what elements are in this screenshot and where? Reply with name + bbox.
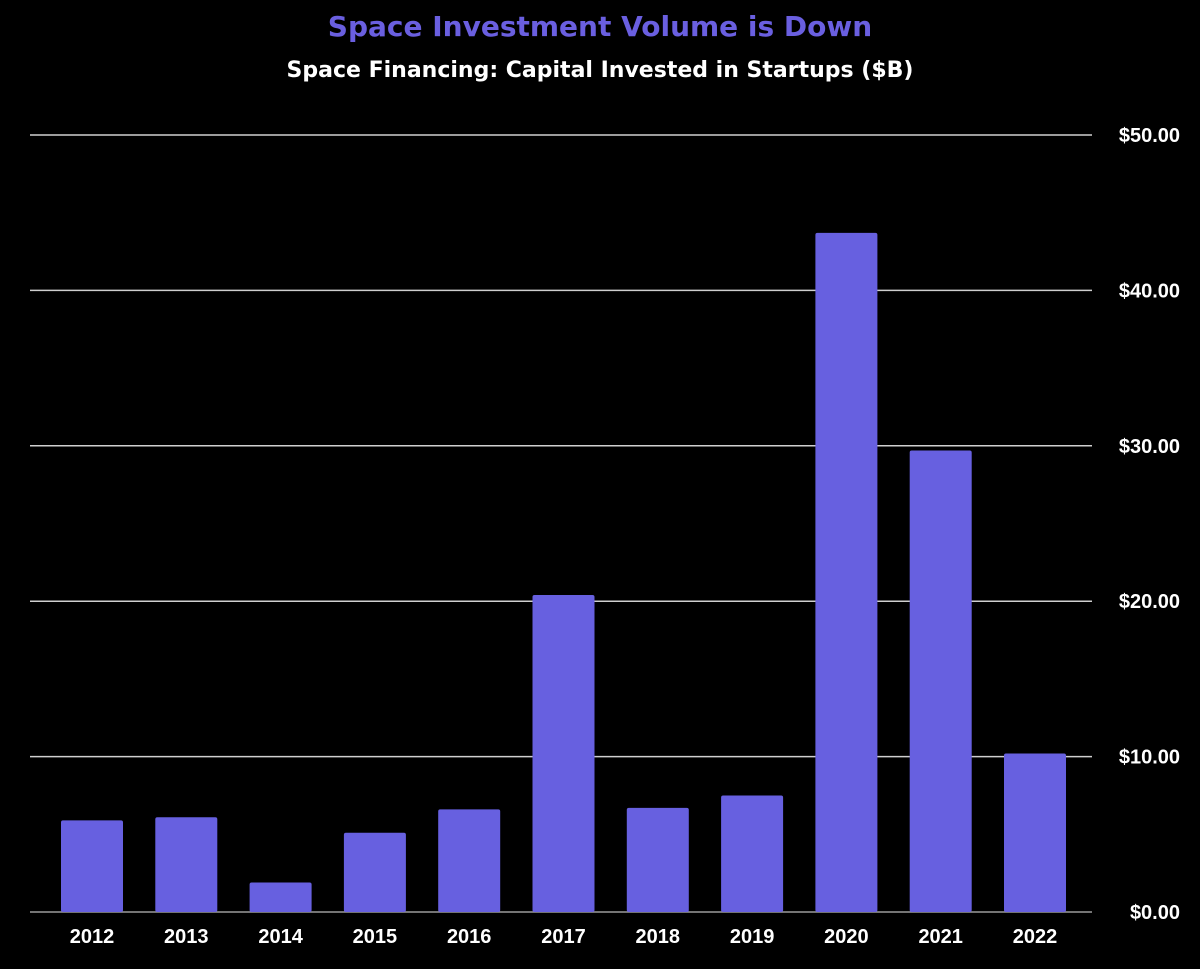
chart-subtitle: Space Financing: Capital Invested in Sta… bbox=[286, 58, 914, 83]
chart-title: Space Investment Volume is Down bbox=[327, 10, 873, 43]
y-axis-ticks: $0.00 $10.00 $20.00 $30.00 $40.00 $50.00 bbox=[1119, 125, 1180, 924]
y-tick-label: $40.00 bbox=[1119, 280, 1180, 302]
y-tick-label: $10.00 bbox=[1119, 747, 1180, 769]
x-tick-label: 2018 bbox=[636, 926, 681, 948]
x-tick-label: 2013 bbox=[164, 926, 209, 948]
bar-2017 bbox=[532, 594, 595, 912]
x-tick-label: 2022 bbox=[1013, 926, 1058, 948]
x-tick-label: 2015 bbox=[353, 926, 398, 948]
bar-2018 bbox=[626, 807, 689, 912]
bar-2021 bbox=[909, 450, 972, 912]
x-axis-ticks: 2012 2013 2014 2015 2016 2017 2018 2019 2020 2021… bbox=[70, 926, 1058, 948]
x-tick-label: 2019 bbox=[730, 926, 775, 948]
x-tick-label: 2014 bbox=[258, 926, 303, 948]
bar-2013 bbox=[155, 817, 218, 912]
bar-2022 bbox=[1004, 753, 1066, 912]
bar-2012 bbox=[61, 820, 123, 912]
x-tick-label: 2012 bbox=[70, 926, 115, 948]
bar-2019 bbox=[721, 795, 784, 912]
y-tick-label: $20.00 bbox=[1119, 591, 1180, 613]
bar-2015 bbox=[343, 832, 406, 912]
y-tick-label: $0.00 bbox=[1130, 902, 1180, 924]
bar-2020 bbox=[815, 232, 878, 913]
y-tick-label: $30.00 bbox=[1119, 436, 1180, 458]
x-tick-label: 2016 bbox=[447, 926, 492, 948]
x-tick-label: 2017 bbox=[541, 926, 586, 948]
y-tick-label: $50.00 bbox=[1119, 125, 1180, 147]
bar-2014 bbox=[249, 882, 312, 912]
x-tick-label: 2020 bbox=[824, 926, 869, 948]
bars bbox=[61, 232, 1066, 913]
bar-2016 bbox=[438, 809, 501, 912]
x-tick-label: 2021 bbox=[918, 926, 963, 948]
